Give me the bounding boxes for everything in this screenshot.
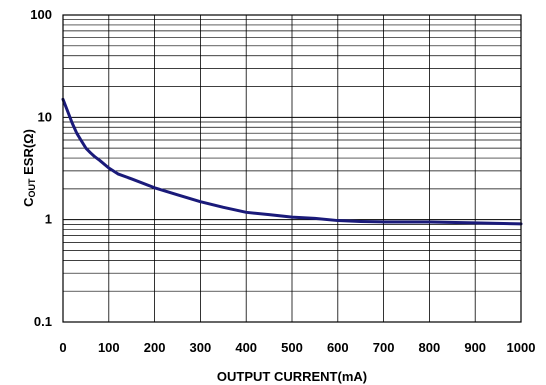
plot-frame xyxy=(62,14,522,323)
y-tick-label: 1 xyxy=(45,212,52,227)
x-tick-label: 700 xyxy=(373,340,395,355)
x-tick-label: 100 xyxy=(98,340,120,355)
x-tick-label: 900 xyxy=(464,340,486,355)
y-gridlines xyxy=(63,19,521,323)
x-tick-labels: 0 100 200 300 400 500 600 700 800 900 1000 xyxy=(59,340,535,355)
y-axis-title: COUT ESR(Ω) xyxy=(21,129,37,207)
y-tick-label: 0.1 xyxy=(34,314,52,329)
x-tick-label: 600 xyxy=(327,340,349,355)
x-tick-label: 400 xyxy=(235,340,257,355)
y-tick-labels: 0.1 1 10 100 xyxy=(30,7,52,329)
x-tick-label: 1000 xyxy=(507,340,536,355)
y-tick-label: 10 xyxy=(38,109,52,124)
x-tick-label: 200 xyxy=(144,340,166,355)
x-tick-label: 300 xyxy=(190,340,212,355)
x-tick-label: 500 xyxy=(281,340,303,355)
x-tick-label: 0 xyxy=(59,340,66,355)
y-axis-title-rest: ESR(Ω) xyxy=(21,129,36,178)
y-axis-title-subscript: OUT xyxy=(27,178,37,198)
y-axis-title-main: C xyxy=(21,197,36,207)
y-tick-label: 100 xyxy=(30,7,52,22)
x-tick-label: 800 xyxy=(419,340,441,355)
series-line xyxy=(61,97,523,226)
x-axis-title: OUTPUT CURRENT(mA) xyxy=(217,369,367,384)
